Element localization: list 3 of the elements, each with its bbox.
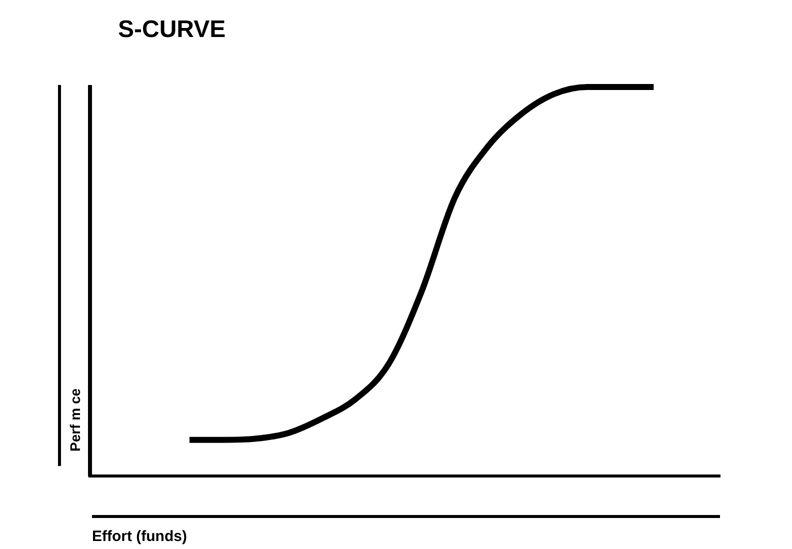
y-axis-title: Perf m ce [67,388,83,452]
x-axis-title: Effort (funds) [92,528,187,545]
chart-title: S-CURVE [118,16,226,44]
